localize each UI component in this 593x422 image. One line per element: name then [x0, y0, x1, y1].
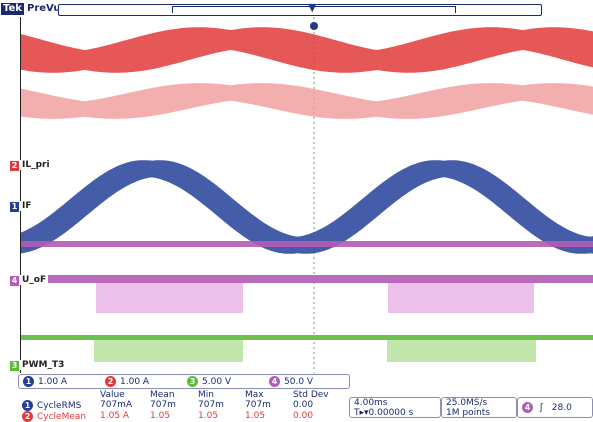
tek-logo: Tek	[1, 3, 24, 15]
sample-rate: 25.0MS/s	[446, 398, 488, 408]
measurement-mean: 1.05	[150, 411, 171, 421]
waveform-display[interactable]	[20, 17, 593, 373]
record-view-window[interactable]	[172, 6, 456, 13]
ch2-waveform-lower	[21, 83, 593, 119]
col-stddev-header: Std Dev	[293, 390, 329, 400]
rising-edge-icon: ʃ	[539, 403, 543, 413]
measurement-max: 707m	[245, 400, 271, 410]
purple-pwm-burst	[96, 282, 243, 313]
trigger-point-icon	[310, 22, 318, 30]
purple-pwm-burst	[388, 282, 534, 313]
ch4-waveform	[21, 241, 593, 313]
green-pwm-strip	[21, 335, 593, 340]
measurement-row[interactable]: 1 CycleRMS	[22, 400, 81, 411]
timebase-panel[interactable]: 4.00ms T▸▾0.00000 s	[349, 397, 441, 418]
trigger-position-icon: T▸▾	[354, 408, 369, 418]
waveform-canvas	[21, 17, 593, 373]
measurement-min: 1.05	[198, 411, 219, 421]
ch1-label: IF	[20, 201, 34, 211]
measurement-value: 1.05 A	[100, 411, 130, 421]
measurement-value: 707mA	[100, 400, 133, 410]
measurement-max: 1.05	[245, 411, 266, 421]
ch3-waveform	[21, 335, 593, 362]
col-value-header: Value	[100, 390, 125, 400]
trigger-source: 4	[522, 402, 533, 413]
horizontal-scale: 4.00ms	[354, 398, 388, 408]
col-max-header: Max	[245, 390, 264, 400]
acquisition-panel[interactable]: 25.0MS/s 1M points	[441, 397, 517, 418]
horizontal-position: T▸▾0.00000 s	[354, 408, 414, 418]
record-overview-bar[interactable]	[58, 4, 542, 16]
measurement-row[interactable]: 2 CycleMean	[22, 411, 86, 422]
top-status-bar: Tek PreVu ▼	[0, 0, 593, 18]
ch1-waveform	[21, 160, 593, 254]
ch3-setting[interactable]: 3 5.00 V	[187, 376, 231, 387]
record-length: 1M points	[446, 408, 490, 418]
ch4-label: U_oF	[20, 275, 49, 285]
ch2-label: IL_pri	[20, 160, 52, 170]
channel-settings-bar: 1 1.00 A 2 1.00 A 3 5.00 V 4 50.0 V	[18, 374, 350, 389]
readout-area: 1 1.00 A 2 1.00 A 3 5.00 V 4 50.0 V Value Me…	[0, 373, 593, 422]
measurement-mean: 707m	[150, 400, 176, 410]
col-mean-header: Mean	[150, 390, 175, 400]
trigger-panel[interactable]: 4 ʃ 28.0	[517, 397, 593, 418]
ch2-waveform-upper	[21, 27, 593, 73]
measurement-stddev: 0.00	[293, 411, 314, 421]
acquisition-mode-label: PreVu	[27, 3, 61, 14]
ch1-setting[interactable]: 1 1.00 A	[23, 376, 67, 387]
green-pwm-burst	[387, 340, 536, 362]
ch2-setting[interactable]: 2 1.00 A	[105, 376, 149, 387]
ch4-ground-marker[interactable]: 4	[10, 276, 19, 286]
trigger-level: 28.0	[551, 403, 572, 413]
ch1-ground-marker[interactable]: 1	[10, 202, 19, 212]
ch4-setting[interactable]: 4 50.0 V	[269, 376, 313, 387]
green-pwm-burst	[94, 340, 243, 362]
purple-pwm-strip	[21, 275, 593, 283]
ch3-ground-marker[interactable]: 3	[10, 361, 19, 371]
ch2-ground-marker[interactable]: 2	[10, 161, 19, 171]
purple-pwm-strip	[21, 241, 593, 247]
measurement-stddev: 0.00	[293, 400, 314, 410]
ch3-label: PWM_T3	[20, 360, 67, 370]
col-min-header: Min	[198, 390, 214, 400]
trigger-position-marker-icon[interactable]: ▼	[308, 1, 317, 14]
measurement-min: 707m	[198, 400, 224, 410]
